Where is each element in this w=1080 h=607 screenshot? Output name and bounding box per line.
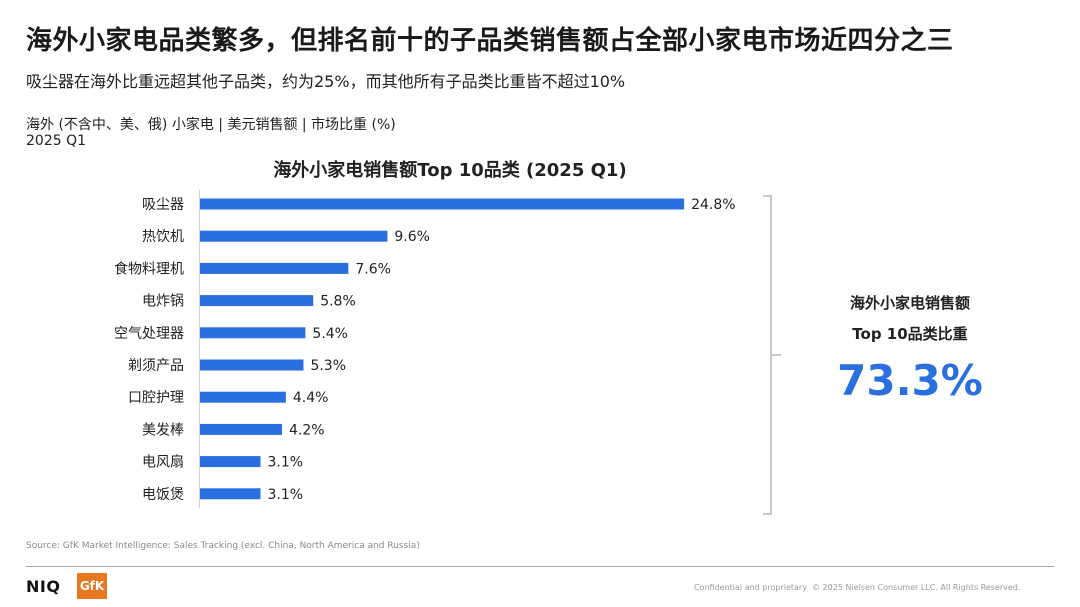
bar (200, 295, 314, 307)
category-label: 口腔护理 (128, 390, 184, 406)
copyright-note: © 2025 Nielsen Consumer LLC. All Rights … (812, 583, 1021, 592)
category-label: 热饮机 (142, 229, 184, 245)
niq-logo: NIQ (26, 577, 61, 596)
page-subtitle: 吸尘器在海外比重远超其他子品类，约为25%，而其他所有子品类比重皆不超过10% (26, 72, 626, 91)
group-bracket (763, 195, 781, 515)
data-label: 5.4% (312, 326, 348, 342)
category-label: 美发棒 (142, 422, 184, 438)
bar (200, 198, 685, 210)
footer-divider (26, 566, 1054, 567)
data-label: 9.6% (394, 229, 430, 245)
data-label: 7.6% (355, 261, 391, 277)
data-label: 3.1% (268, 487, 304, 503)
data-label: 5.8% (320, 294, 356, 310)
period-label: 2025 Q1 (26, 133, 87, 149)
category-label: 电风扇 (142, 455, 184, 471)
bar (200, 488, 261, 500)
measure-description: 海外 (不含中、美、俄) 小家电 | 美元销售额 | 市场比重 (%) (26, 117, 396, 133)
bar (200, 327, 306, 339)
bar (200, 456, 261, 468)
category-label: 食物料理机 (114, 260, 184, 277)
data-label: 4.2% (289, 422, 325, 438)
gfk-logo: GfK (77, 573, 107, 599)
page-title: 海外小家电品类繁多，但排名前十的子品类销售额占全部小家电市场近四分之三 (26, 26, 954, 56)
category-label: 空气处理器 (114, 326, 184, 342)
confidential-note: Confidential and proprietary (694, 583, 807, 592)
callout-label-line2: Top 10品类比重 (852, 325, 968, 343)
bar (200, 391, 286, 403)
source-note: Source: GfK Market Intelligence: Sales T… (26, 541, 420, 551)
bar (200, 359, 304, 371)
callout-value: 73.3% (837, 356, 983, 405)
category-label: 剃须产品 (128, 358, 184, 374)
category-label: 电炸锅 (142, 294, 184, 310)
data-label: 4.4% (293, 390, 329, 406)
category-label: 电饭煲 (142, 486, 184, 503)
bar (200, 230, 388, 242)
data-label: 5.3% (310, 358, 346, 374)
category-label: 吸尘器 (142, 197, 184, 213)
chart-title: 海外小家电销售额Top 10品类 (2025 Q1) (273, 160, 627, 181)
data-label: 3.1% (268, 455, 304, 471)
callout-label-line1: 海外小家电销售额 (849, 294, 970, 312)
bar (200, 262, 349, 274)
data-label: 24.8% (691, 197, 735, 213)
bar (200, 423, 282, 435)
